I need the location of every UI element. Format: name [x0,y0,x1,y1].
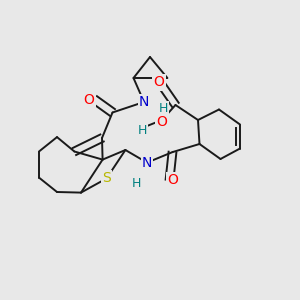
Text: O: O [84,93,94,106]
Text: O: O [167,173,178,187]
Text: H: H [159,102,168,115]
Text: O: O [154,76,164,89]
Text: N: N [142,156,152,170]
Text: H: H [138,124,147,137]
Text: S: S [102,172,111,185]
Text: O: O [157,115,167,128]
Text: H: H [132,177,141,190]
Text: N: N [139,95,149,109]
